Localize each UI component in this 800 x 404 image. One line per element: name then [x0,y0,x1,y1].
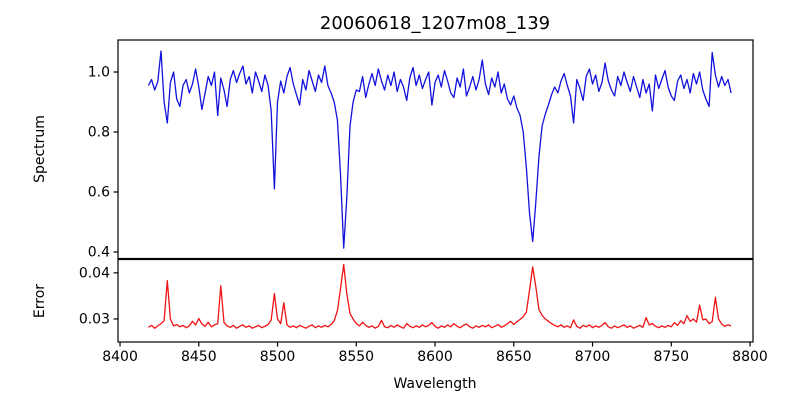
error-y-axis-label: Error [32,284,48,318]
x-tick-label: 8600 [417,349,453,365]
error-line [148,263,732,329]
spectrum-y-axis-label: Spectrum [32,115,48,183]
x-tick-label: 8700 [575,349,611,365]
x-tick-label: 8800 [732,349,768,365]
spectrum-y-tick-label: 0.8 [88,125,110,141]
x-tick-label: 8750 [653,349,689,365]
spectrum-y-tick-label: 0.4 [88,244,110,260]
x-axis-label: Wavelength [393,376,476,392]
plot-area: 0.4 0.6 0.8 1.0 0.03 0.04 8400 8450 8500 8550 8600… [79,39,768,365]
spectrum-line [147,50,732,249]
error-y-tick-label: 0.04 [79,265,110,281]
x-tick-label: 8500 [260,349,296,365]
spectrum-y-tick-label: 1.0 [88,65,110,81]
x-tick-label: 8400 [102,349,138,365]
error-y-tick-label: 0.03 [79,311,110,327]
x-tick-label: 8450 [181,349,217,365]
spectrum-panel-frame [117,39,754,260]
x-tick-label: 8650 [496,349,532,365]
spectrum-y-tick-label: 0.6 [88,184,110,200]
x-tick-label: 8550 [338,349,374,365]
chart-title: 20060618_1207m08_139 [320,13,550,34]
error-panel-frame [117,258,754,343]
